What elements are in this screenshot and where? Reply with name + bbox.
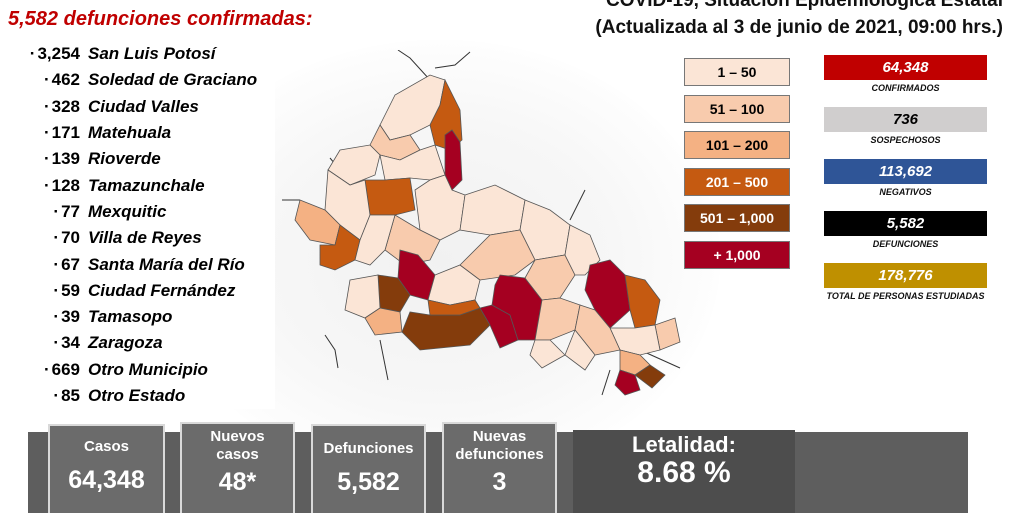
list-item: · 85 Otro Estado [20,382,275,410]
nuevos-casos-label-1: Nuevos [210,428,265,445]
municipality-region [459,184,526,236]
municipality-region [634,364,666,389]
stats-panel: 64,348 CONFIRMADOS 736 SOSPECHOSOS 113,6… [824,55,987,302]
defunciones-label: Defunciones [323,440,414,457]
list-item: · 171 Matehuala [20,119,275,147]
map-svg [282,49,681,396]
defunciones-value: 5,582 [337,468,400,496]
summary-card-nuevas-defunciones: Nuevas defunciones 3 [442,422,557,513]
list-item: · 3,254 San Luis Potosí [20,41,275,68]
list-item: · 39 Tamasopo [20,303,275,331]
legend-item: 51 – 100 [684,94,790,123]
municipality-region [529,339,566,369]
municipality-region [354,214,396,266]
list-item: · 34 Zaragoza [20,330,275,357]
list-item: · 669 Otro Municipio [20,356,275,383]
summary-card-letalidad: Letalidad: 8.68 % [573,430,795,513]
header-line-1: COVID-19, Situación Epidemiológica Estat… [606,0,1003,11]
list-item: · 328 Ciudad Valles [20,93,275,120]
list-item: · 67 Santa María del Río [20,251,275,278]
municipality-region [364,307,403,336]
casos-label: Casos [83,438,130,455]
municipality-region [564,224,601,276]
legend-item: 501 – 1,000 [684,204,790,232]
header-line-2: (Actualizada al 3 de junio de 2021, 09:0… [595,17,1003,38]
municipality-region [614,369,641,396]
summary-bar: Casos 64,348 Nuevos casos 48* Defuncione… [0,422,1023,513]
municipality-region [459,229,536,281]
letalidad-label: Letalidad: [632,432,736,457]
legend-item: 1 – 50 [684,58,790,86]
nuevos-casos-label-2: casos [216,446,259,463]
nuevas-defunciones-value: 3 [492,468,507,496]
municipality-region [427,299,481,316]
summary-card-casos: Casos 64,348 [48,424,165,513]
stat-label: DEFUNCIONES [872,239,939,249]
stat-label: CONFIRMADOS [871,83,940,93]
road-line [434,51,471,69]
list-item: · 128 Tamazunchale [20,172,275,199]
list-item: · 77 Mexquitic [20,198,275,226]
legend-item: 201 – 500 [684,167,790,196]
road-line [601,369,611,396]
municipality-region [624,274,661,329]
page-title: 5,582 defunciones confirmadas: [8,8,313,30]
letalidad-value: 8.68 % [637,456,731,489]
stat-label: NEGATIVOS [879,187,932,197]
report-header: COVID-19, Situación Epidemiológica Estat… [595,0,1003,41]
list-item: · 462 Soledad de Graciano [20,67,275,94]
legend-item: + 1,000 [684,240,790,269]
stat-value: 5,582 [824,211,987,236]
stat-value: 64,348 [824,55,987,80]
list-item: · 70 Villa de Reyes [20,225,275,252]
color-legend: 1 – 50 51 – 100 101 – 200 201 – 500 501 … [684,58,790,277]
stat-value: 113,692 [824,159,987,184]
municipality-region [564,329,596,371]
nuevas-defunciones-label-2: defunciones [455,446,544,463]
summary-card-nuevos-casos: Nuevos casos 48* [180,422,295,513]
stat-value: 178,776 [824,263,987,288]
road-line [397,49,431,81]
stat-label: SOSPECHOSOS [870,135,941,145]
legend-item: 101 – 200 [684,131,790,159]
list-item: · 139 Rioverde [20,146,275,173]
stat-value: 736 [824,107,987,132]
road-line [569,189,586,221]
state-choropleth-map [280,49,700,400]
road-line [324,334,339,369]
road-line [379,339,389,381]
list-item: · 59 Ciudad Fernández [20,277,275,304]
summary-card-defunciones: Defunciones 5,582 [311,424,426,513]
nuevas-defunciones-label-1: Nuevas [472,428,527,445]
deaths-by-municipality-list: · 3,254 San Luis Potosí · 462 Soledad de Gra… [20,41,275,410]
casos-value: 64,348 [68,466,145,494]
stat-label: TOTAL DE PERSONAS ESTUDIADAS [826,291,985,301]
municipality-region [364,177,416,216]
nuevos-casos-value: 48* [218,468,257,496]
